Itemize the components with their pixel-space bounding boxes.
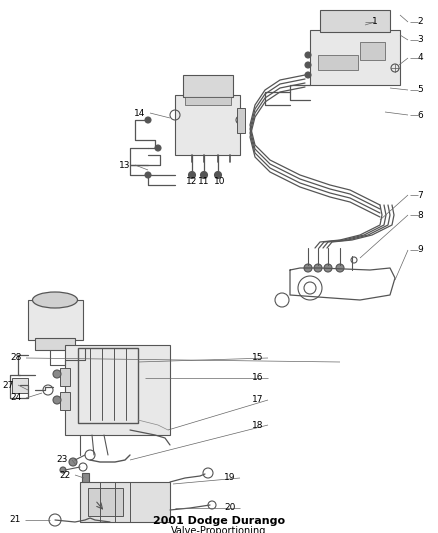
Bar [78,348,138,423]
Bar [12,378,28,393]
Text: Valve-Proportioning: Valve-Proportioning [171,526,267,533]
Bar [360,42,385,60]
Circle shape [336,264,344,272]
Bar [310,30,400,85]
Bar [237,108,245,133]
Text: 1: 1 [372,18,378,27]
Bar [80,482,170,522]
Circle shape [201,172,208,179]
Text: 14: 14 [134,109,146,117]
Circle shape [155,145,161,151]
Bar [183,75,233,97]
Bar [185,97,231,105]
Text: 5: 5 [417,85,423,94]
Text: 28: 28 [11,353,22,362]
Bar [28,300,83,340]
Text: 6: 6 [417,110,423,119]
Text: 10: 10 [214,177,226,187]
Circle shape [60,467,66,473]
Circle shape [305,62,311,68]
Circle shape [188,172,195,179]
Text: 18: 18 [252,421,264,430]
Circle shape [304,264,312,272]
Ellipse shape [32,292,78,308]
Text: 2001 Dodge Durango: 2001 Dodge Durango [153,516,285,526]
Text: 12: 12 [186,177,198,187]
Bar [82,473,89,484]
Text: 13: 13 [119,160,131,169]
Text: 16: 16 [252,374,264,383]
Circle shape [305,52,311,58]
Circle shape [145,172,151,178]
Circle shape [69,458,77,466]
Bar [35,338,75,350]
Bar [65,345,170,435]
Text: 20: 20 [224,504,236,513]
Bar [175,95,240,155]
Text: 19: 19 [224,473,236,482]
Text: 15: 15 [252,353,264,362]
Circle shape [53,396,61,404]
Text: 27: 27 [2,381,14,390]
Circle shape [305,72,311,78]
Text: 22: 22 [60,471,71,480]
Bar [318,55,358,70]
Bar [60,392,70,410]
Circle shape [145,117,151,123]
Text: 9: 9 [417,246,423,254]
Text: 17: 17 [252,395,264,405]
Text: 8: 8 [417,211,423,220]
Text: 2: 2 [417,18,423,27]
Text: 24: 24 [11,393,21,402]
Circle shape [314,264,322,272]
Text: 4: 4 [417,53,423,62]
Circle shape [324,264,332,272]
Text: 11: 11 [198,177,210,187]
Bar [60,368,70,386]
Bar [88,488,123,516]
Circle shape [215,172,222,179]
Text: 3: 3 [417,36,423,44]
Bar [320,10,390,32]
Circle shape [53,370,61,378]
Text: 7: 7 [417,190,423,199]
Text: 21: 21 [9,515,21,524]
Text: 23: 23 [57,456,68,464]
